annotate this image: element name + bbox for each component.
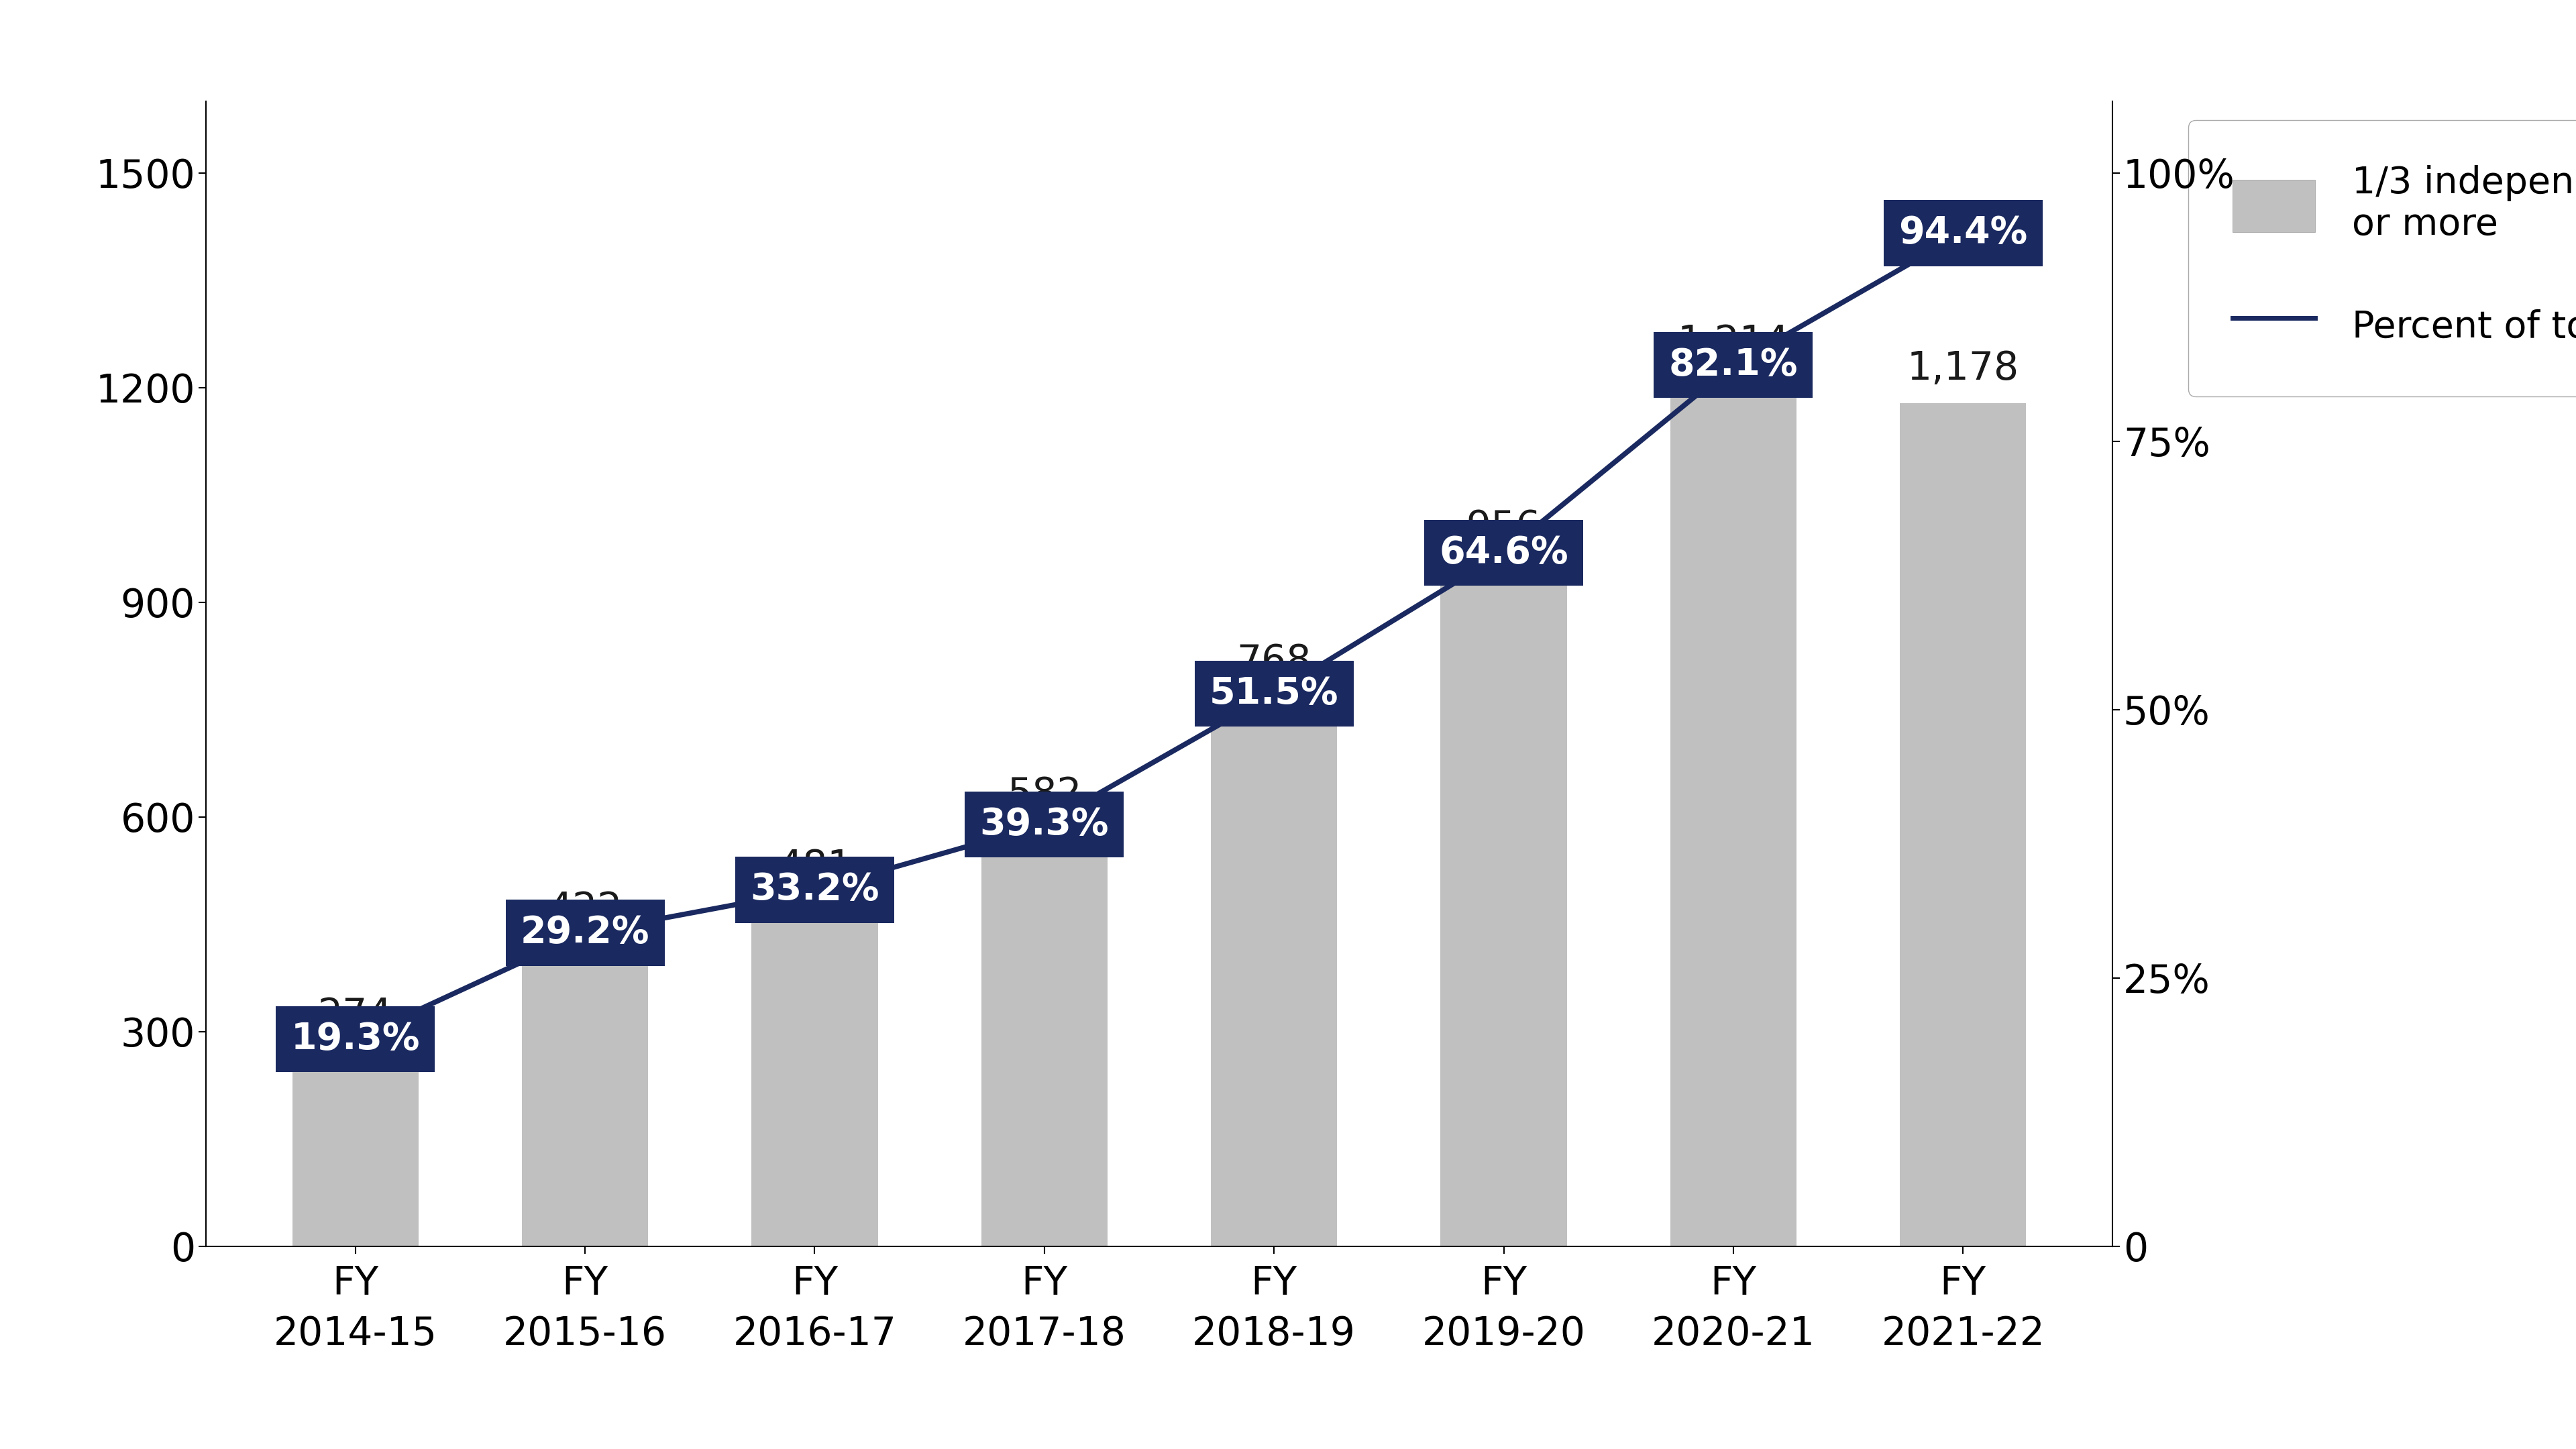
Text: 481: 481 [778, 848, 853, 887]
Legend: 1/3 independent
or more, Percent of total: 1/3 independent or more, Percent of tota… [2187, 120, 2576, 396]
Text: 29.2%: 29.2% [520, 914, 649, 951]
Text: 956: 956 [1466, 509, 1540, 546]
Text: 768: 768 [1236, 643, 1311, 681]
Text: 82.1%: 82.1% [1669, 346, 1798, 383]
Text: 274: 274 [317, 995, 392, 1035]
Bar [291, 1051, 417, 1246]
Text: 33.2%: 33.2% [750, 872, 878, 909]
Text: 94.4%: 94.4% [1899, 214, 2027, 251]
Text: 582: 582 [1007, 775, 1082, 814]
Bar [523, 945, 649, 1246]
Text: 1,214: 1,214 [1677, 323, 1790, 362]
Bar [1440, 562, 1566, 1246]
Bar [1669, 378, 1795, 1246]
Text: 51.5%: 51.5% [1211, 675, 1340, 711]
Text: 64.6%: 64.6% [1440, 535, 1569, 571]
Text: 1,178: 1,178 [1906, 349, 2020, 387]
Bar [1211, 697, 1337, 1246]
Text: 19.3%: 19.3% [291, 1022, 420, 1058]
Bar [1901, 403, 2027, 1246]
Bar [752, 903, 878, 1246]
Text: 422: 422 [549, 890, 623, 929]
Text: 39.3%: 39.3% [979, 806, 1108, 842]
Bar [981, 830, 1108, 1246]
